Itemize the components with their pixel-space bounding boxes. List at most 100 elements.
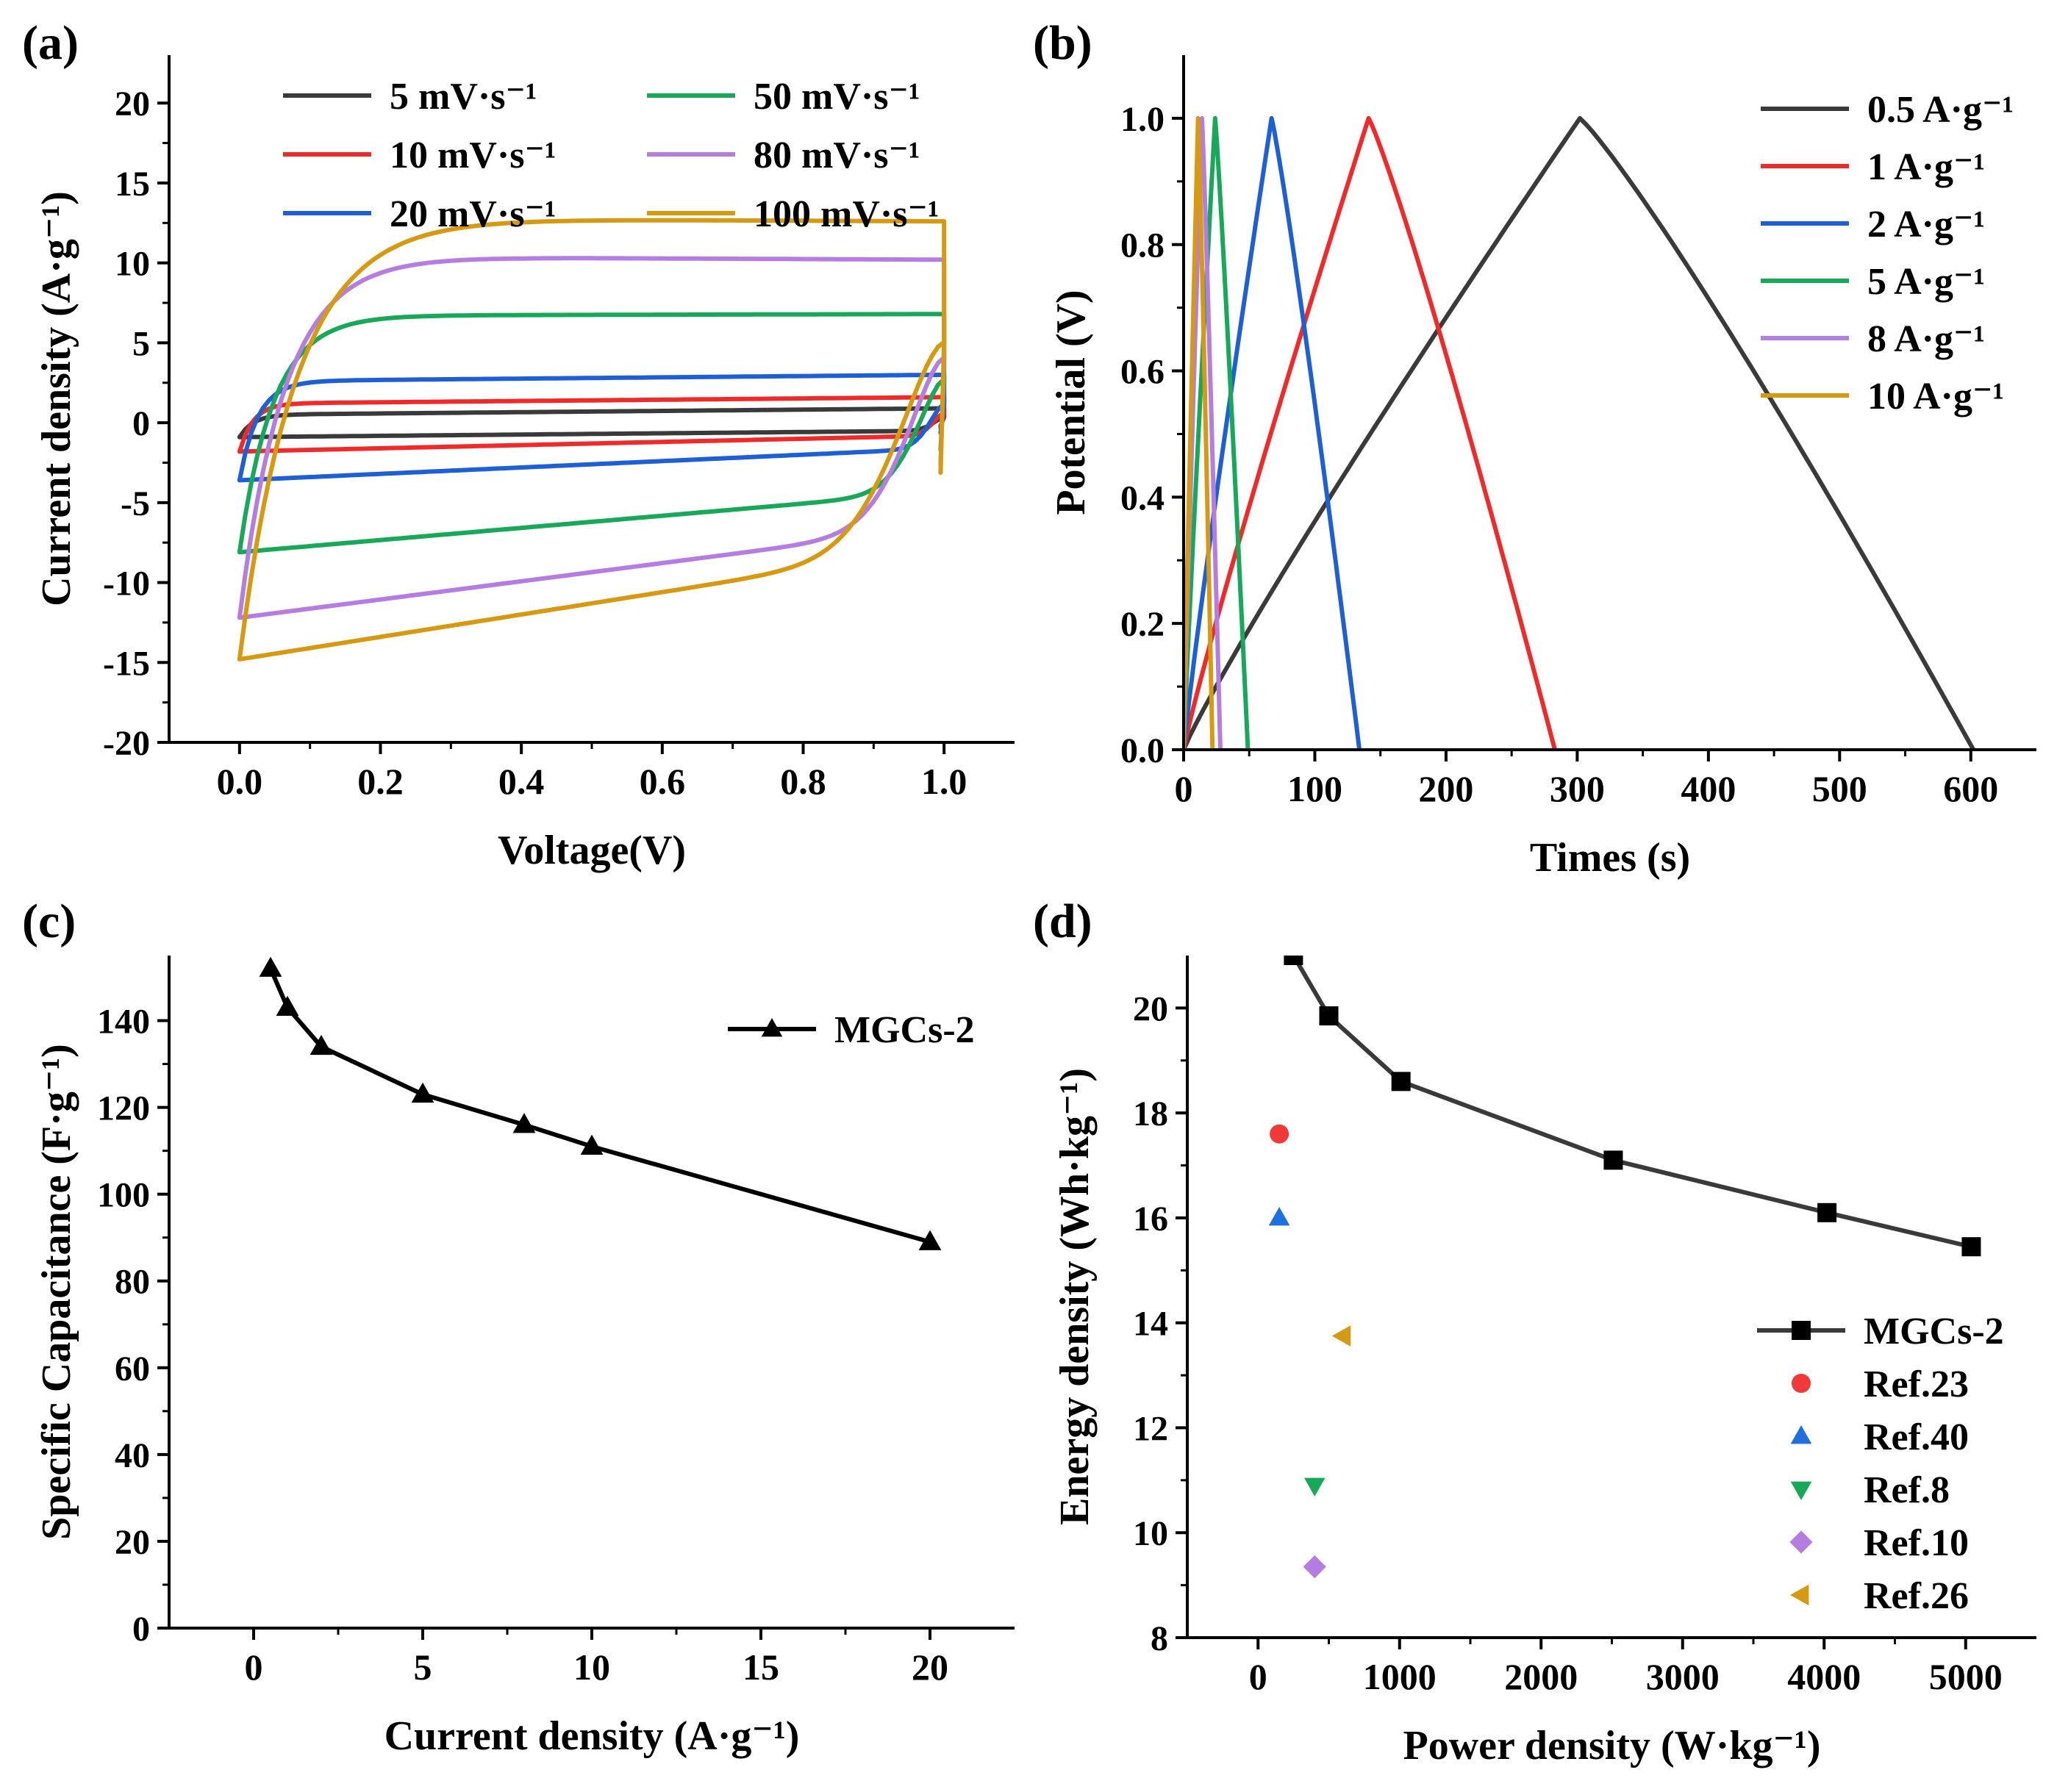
legend-entry: 100 mV·s⁻¹ [647, 193, 939, 235]
legend-entry: Ref.26 [1790, 1575, 1969, 1617]
legend-marker [1792, 1321, 1811, 1340]
data-point [1961, 1237, 1981, 1257]
y-tick-label: 8 [1151, 1619, 1168, 1658]
y-tick-label: -20 [103, 724, 150, 763]
legend-entry: MGCs-2 [1757, 1311, 2004, 1352]
x-tick-label: 0.6 [640, 761, 686, 802]
legend-marker [761, 1018, 783, 1037]
legend-entry: Ref.8 [1790, 1469, 1950, 1511]
legend-entry: 10 A·g⁻¹ [1761, 376, 2004, 417]
x-tick-label: 400 [1681, 768, 1736, 809]
legend-entry: 80 mV·s⁻¹ [647, 135, 920, 176]
data-point [259, 956, 282, 977]
legend-label: 80 mV·s⁻¹ [754, 135, 920, 176]
data-point [1817, 1203, 1837, 1222]
gcd-curve-4 [1184, 115, 1251, 750]
data-point [1391, 1072, 1411, 1092]
legend-entry: 0.5 A·g⁻¹ [1761, 89, 2014, 131]
y-tick-label: 20 [115, 1523, 150, 1562]
y-tick-label: 0.8 [1120, 226, 1165, 265]
gcd-curve-2 [1184, 115, 1557, 750]
y-tick-label: 0.6 [1120, 353, 1165, 392]
y-tick-label: 140 [97, 1003, 150, 1042]
chart-panel-1: (a) 0.0 0.2 0.4 0.6 0.8 1.0 -20 -15 -10 -5 0 5 10 15 20… [22, 16, 1015, 873]
y-tick-label: 10 [1133, 1514, 1168, 1553]
data-point [1303, 1555, 1326, 1579]
legend-label: Ref.23 [1864, 1363, 1969, 1405]
x-tick-label: 1.0 [921, 761, 967, 802]
data-point [276, 995, 299, 1017]
y-tick-label: 12 [1133, 1409, 1168, 1448]
data-point [411, 1082, 434, 1103]
legend-marker [1789, 1530, 1813, 1554]
y-tick-label: 0 [132, 404, 150, 443]
legend-entry: 2 A·g⁻¹ [1761, 204, 1985, 245]
chart-panel-2: (b) 0 100 200 300 400 500 600 0.0 0.2 0.4 0.6 0.8 1.0… [1033, 16, 2036, 881]
legend-entry: Ref.23 [1792, 1363, 1969, 1405]
gcd-curve-6 [1184, 115, 1215, 750]
y-tick-label: 40 [115, 1436, 150, 1475]
legend-entry: 10 mV·s⁻¹ [283, 135, 556, 176]
y-tick-label: 0.4 [1120, 479, 1165, 517]
legend-label: 10 A·g⁻¹ [1867, 376, 2004, 417]
legend-entry: 5 mV·s⁻¹ [283, 76, 537, 118]
data-point [1284, 956, 1303, 965]
y-tick-label: -5 [121, 484, 150, 523]
legend-label: 100 mV·s⁻¹ [754, 193, 939, 235]
plot-area [259, 956, 942, 1250]
y-tick-label: 60 [115, 1350, 150, 1388]
legend-label: 50 mV·s⁻¹ [754, 76, 920, 118]
panel-label: (a) [22, 16, 79, 70]
y-axis-title: Energy density (Wh·kg⁻¹) [1052, 1068, 1098, 1525]
legend-label: 2 A·g⁻¹ [1867, 204, 1985, 245]
legend-label: MGCs-2 [1864, 1311, 2004, 1352]
plot-area [237, 218, 947, 662]
x-tick-label: 500 [1812, 768, 1867, 809]
panel-label: (d) [1033, 895, 1092, 948]
y-axis-title: Current density (A·g⁻¹) [34, 191, 79, 606]
x-axis-title: Voltage(V) [498, 828, 686, 873]
legend-entry: Ref.40 [1790, 1416, 1969, 1458]
data-point [512, 1113, 536, 1133]
x-tick-label: 5 [414, 1646, 432, 1688]
legend-label: Ref.8 [1864, 1469, 1950, 1511]
legend-marker [1792, 1374, 1811, 1393]
x-tick-label: 5000 [1929, 1656, 2003, 1697]
y-axis-title: Potential (V) [1048, 290, 1094, 515]
y-tick-label: 10 [115, 245, 150, 284]
legend-entry: 5 A·g⁻¹ [1761, 261, 1985, 303]
legend-label: Ref.40 [1864, 1416, 1969, 1458]
x-tick-label: 1000 [1363, 1656, 1437, 1697]
y-tick-label: 14 [1133, 1305, 1168, 1344]
data-point [1603, 1150, 1623, 1170]
legend-label: 10 mV·s⁻¹ [390, 135, 556, 176]
x-tick-label: 0.2 [357, 761, 404, 802]
legend-label: 20 mV·s⁻¹ [390, 193, 556, 235]
y-tick-label: 15 [115, 165, 150, 204]
legend-label: Ref.26 [1864, 1575, 1969, 1617]
x-tick-label: 300 [1550, 768, 1605, 809]
legend-entry: 1 A·g⁻¹ [1761, 146, 1985, 188]
y-tick-label: 5 [132, 324, 150, 363]
cv-curve-6 [237, 218, 947, 662]
y-tick-label: 20 [115, 85, 150, 123]
data-point [1268, 1206, 1290, 1226]
x-tick-label: 15 [743, 1646, 779, 1688]
y-tick-label: 20 [1133, 989, 1168, 1028]
legend-entry: Ref.10 [1789, 1522, 1969, 1564]
legend-entry: 50 mV·s⁻¹ [647, 76, 920, 118]
legend-marker [1790, 1425, 1812, 1444]
y-tick-label: 0 [132, 1610, 150, 1649]
y-tick-label: -15 [103, 644, 150, 683]
panel-label: (b) [1033, 16, 1092, 70]
y-tick-label: 16 [1133, 1200, 1168, 1239]
plot-area [1268, 956, 1981, 1579]
x-tick-label: 3000 [1646, 1656, 1720, 1697]
data-point [918, 1230, 942, 1250]
x-tick-label: 600 [1943, 768, 1998, 809]
legend-label: 5 A·g⁻¹ [1867, 261, 1985, 303]
x-tick-label: 0 [245, 1646, 263, 1688]
x-tick-label: 0 [1175, 768, 1193, 809]
x-tick-label: 2000 [1504, 1656, 1578, 1697]
data-point [1270, 1124, 1289, 1144]
